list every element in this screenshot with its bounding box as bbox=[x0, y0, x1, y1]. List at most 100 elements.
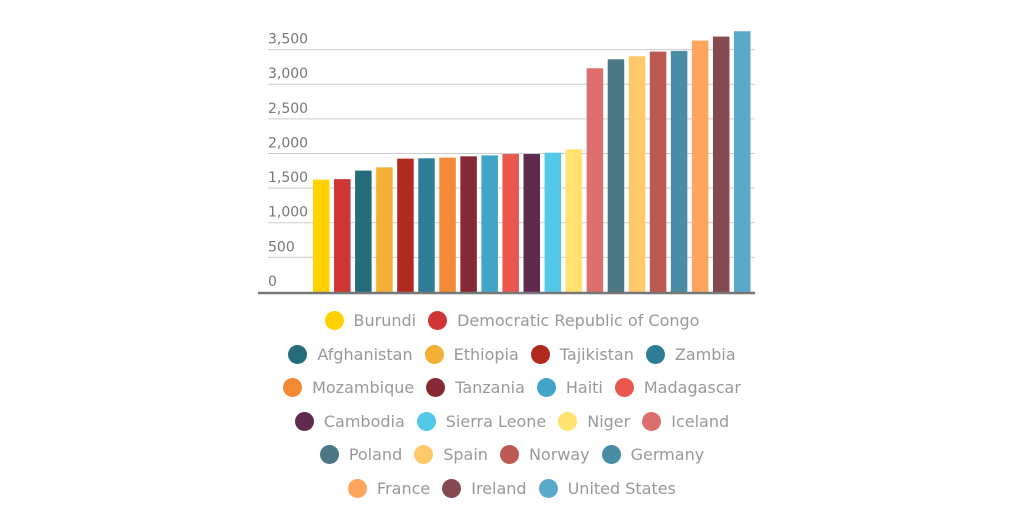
y-tick-label: 1,500 bbox=[268, 170, 308, 186]
legend-item: Mozambique bbox=[283, 371, 414, 405]
y-tick-label: 2,500 bbox=[268, 101, 308, 117]
legend-swatch bbox=[426, 378, 446, 397]
legend-item: United States bbox=[538, 472, 676, 506]
legend-swatch bbox=[428, 311, 448, 330]
bar-democratic-republic-of-congo bbox=[334, 179, 351, 292]
legend-item: Niger bbox=[558, 405, 630, 439]
legend-swatch bbox=[442, 478, 462, 498]
legend-label: Tanzania bbox=[455, 378, 525, 397]
legend-item: Burundi bbox=[324, 304, 417, 338]
legend-item: Tajikistan bbox=[530, 338, 634, 372]
bar-chart: 0 500 1,000 1,500 2,000 2,500 3,000 3,500 bbox=[258, 31, 755, 295]
bar-ethiopia bbox=[376, 167, 393, 292]
bar-poland bbox=[607, 59, 625, 292]
legend-item: Sierra Leone bbox=[416, 405, 547, 439]
legend-row: France Ireland United States bbox=[250, 472, 774, 506]
bar-iceland bbox=[586, 68, 604, 292]
bar-united-states bbox=[734, 31, 751, 292]
legend-label: Spain bbox=[443, 445, 488, 464]
legend-swatch bbox=[645, 344, 665, 364]
legend-swatch bbox=[294, 411, 314, 431]
legend-label: Haiti bbox=[565, 378, 603, 397]
legend-label: Germany bbox=[630, 445, 705, 464]
legend-item: France bbox=[348, 472, 430, 506]
legend: Burundi Democratic Republic of Congo Afgha… bbox=[250, 304, 774, 505]
legend-item: Haiti bbox=[536, 371, 603, 405]
y-tick-label: 0 bbox=[268, 274, 277, 290]
legend-swatch bbox=[288, 344, 308, 364]
legend-row: Mozambique Tanzania Haiti Madagascar bbox=[250, 371, 774, 405]
bar-germany bbox=[670, 50, 688, 292]
y-tick-label: 2,000 bbox=[268, 135, 308, 151]
legend-label: Ireland bbox=[471, 478, 527, 498]
bar-france bbox=[691, 40, 709, 292]
bar-norway bbox=[649, 51, 667, 292]
legend-label: United States bbox=[567, 478, 676, 498]
legend-label: Sierra Leone bbox=[445, 411, 547, 431]
bar-sierra-leone bbox=[544, 152, 562, 292]
legend-label: Zambia bbox=[674, 344, 736, 364]
legend-swatch bbox=[416, 411, 436, 431]
legend-label: Ethiopia bbox=[453, 344, 519, 364]
legend-swatch bbox=[536, 378, 556, 397]
bar-zambia bbox=[418, 158, 435, 292]
legend-label: Cambodia bbox=[323, 411, 405, 431]
legend-item: Cambodia bbox=[294, 405, 405, 439]
y-tick-label: 1,000 bbox=[268, 205, 308, 221]
legend-label: Madagascar bbox=[643, 378, 741, 397]
bar-mozambique bbox=[439, 157, 456, 292]
bar-afghanistan bbox=[355, 170, 372, 292]
legend-item: Ireland bbox=[442, 472, 527, 506]
legend-swatch bbox=[424, 344, 444, 364]
legend-swatch bbox=[530, 344, 550, 364]
legend-row: Poland Spain Norway Germany bbox=[250, 438, 774, 472]
legend-swatch bbox=[319, 445, 339, 464]
legend-row: Cambodia Sierra Leone Niger Iceland bbox=[250, 405, 774, 439]
legend-item: Afghanistan bbox=[288, 338, 413, 372]
bar-burundi bbox=[313, 179, 330, 292]
bar-tanzania bbox=[460, 156, 477, 292]
bar-cambodia bbox=[523, 154, 540, 292]
bar-ireland bbox=[712, 36, 730, 293]
bar-haiti bbox=[481, 155, 498, 292]
legend-row: Burundi Democratic Republic of Congo bbox=[250, 304, 774, 338]
legend-item: Iceland bbox=[642, 405, 729, 439]
legend-label: Poland bbox=[348, 445, 403, 464]
legend-label: Norway bbox=[528, 445, 590, 464]
legend-swatch bbox=[348, 478, 368, 498]
legend-swatch bbox=[558, 411, 578, 431]
legend-item: Tanzania bbox=[426, 371, 525, 405]
legend-label: Iceland bbox=[671, 411, 730, 431]
legend-swatch bbox=[414, 445, 434, 464]
legend-label: Mozambique bbox=[312, 378, 415, 397]
bar-niger bbox=[565, 149, 583, 292]
legend-swatch bbox=[324, 311, 344, 330]
legend-item: Madagascar bbox=[614, 371, 741, 405]
legend-swatch bbox=[642, 411, 662, 431]
legend-label: Burundi bbox=[353, 311, 417, 330]
legend-label: Niger bbox=[587, 411, 631, 431]
legend-swatch bbox=[283, 378, 303, 397]
legend-item: Zambia bbox=[645, 338, 736, 372]
legend-item: Spain bbox=[414, 438, 488, 472]
y-tick-label: 3,500 bbox=[268, 32, 308, 48]
legend-label: France bbox=[377, 478, 431, 498]
legend-label: Democratic Republic of Congo bbox=[457, 311, 700, 330]
legend-item: Poland bbox=[319, 438, 403, 472]
legend-item: Democratic Republic of Congo bbox=[428, 304, 699, 338]
legend-item: Ethiopia bbox=[424, 338, 519, 372]
legend-item: Germany bbox=[601, 438, 705, 472]
legend-swatch bbox=[601, 445, 621, 464]
legend-swatch bbox=[538, 478, 558, 498]
legend-swatch bbox=[614, 378, 634, 397]
bar-madagascar bbox=[502, 154, 519, 292]
bar-tajikistan bbox=[397, 158, 414, 292]
legend-row: Afghanistan Ethiopia Tajikistan Zambia bbox=[250, 338, 774, 372]
legend-label: Afghanistan bbox=[317, 344, 413, 364]
legend-label: Tajikistan bbox=[559, 344, 634, 364]
y-tick-label: 3,000 bbox=[268, 66, 308, 82]
bar-spain bbox=[628, 56, 646, 292]
y-tick-label: 500 bbox=[268, 239, 295, 255]
legend-swatch bbox=[499, 445, 519, 464]
legend-item: Norway bbox=[499, 438, 590, 472]
